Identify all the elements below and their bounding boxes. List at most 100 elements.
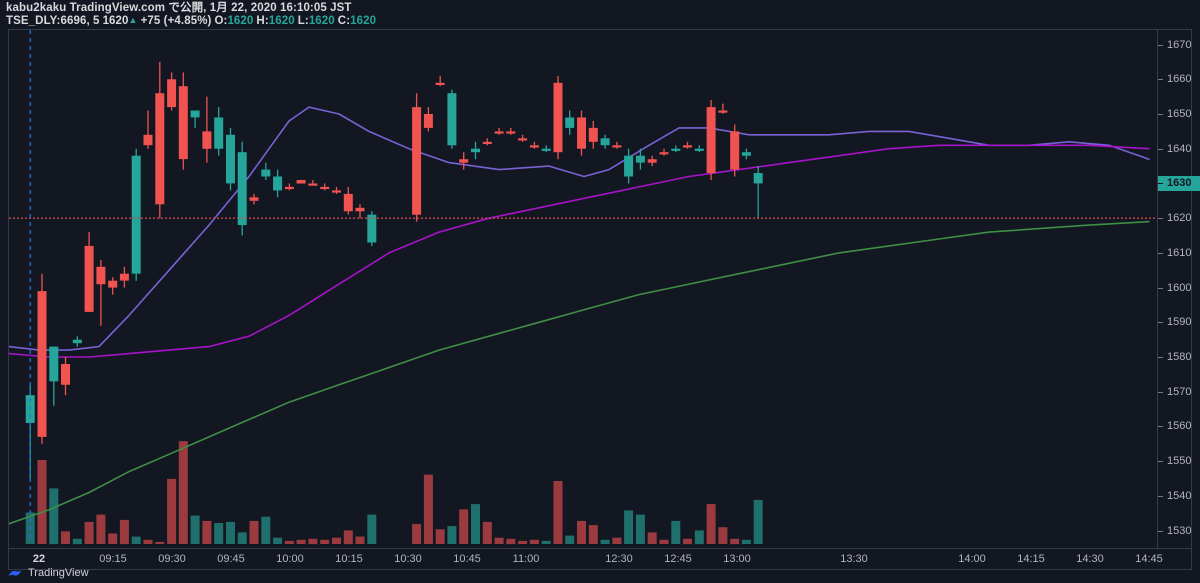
volume-bar	[249, 520, 259, 544]
open-label: O:	[214, 15, 228, 27]
symbol-quote-line: TSE_DLY:6696, 5 1620▲ +75 (+4.85%) O:1620 H:…	[6, 15, 1200, 28]
volume-bar	[577, 520, 586, 544]
candle-body	[600, 138, 610, 146]
volume-bar	[482, 521, 492, 544]
volume-bar	[190, 515, 200, 544]
volume-bar	[412, 524, 422, 544]
moving-average-line	[9, 220, 1150, 525]
volume-bar	[167, 478, 177, 544]
candle-body	[612, 145, 622, 148]
candle-body	[37, 291, 47, 437]
candle-body	[308, 183, 318, 186]
candle-body	[96, 266, 106, 285]
time-axis[interactable]: 22 09:15 09:30 09:45 10:00 10:15 10:30 10:45 11:…	[8, 549, 1192, 570]
last-price: 1620	[102, 15, 129, 27]
candle-body	[435, 82, 445, 85]
volume-bar	[308, 538, 318, 545]
volume-bar	[49, 488, 59, 545]
candle-body	[190, 110, 200, 118]
moving-average-line	[9, 106, 1150, 351]
up-arrow-icon: ▲	[128, 15, 138, 25]
chart-pane-border	[8, 29, 1192, 549]
volume-bar	[506, 538, 516, 545]
publish-info: kabu2kaku TradingView.com で公開, 1月 22, 20…	[6, 2, 352, 14]
volume-bar	[131, 536, 141, 544]
candle-body	[178, 86, 188, 160]
candle-body	[367, 214, 377, 243]
price-change: +75 (+4.85%)	[140, 15, 212, 27]
candle-body	[412, 107, 422, 215]
volume-bar	[261, 516, 271, 544]
candle-body	[553, 82, 563, 153]
volume-bar	[753, 499, 763, 544]
volume-bar	[214, 523, 224, 544]
time-axis-tick: 12:45	[664, 553, 692, 565]
candle-body	[753, 173, 763, 184]
volume-bar	[447, 526, 457, 544]
volume-bar	[683, 538, 692, 545]
low-label: L:	[297, 15, 309, 27]
high-value: 1620	[268, 15, 295, 27]
volume-bar	[96, 514, 106, 544]
candle-body	[108, 280, 118, 288]
candle-body	[273, 176, 283, 191]
candle-body	[518, 138, 528, 141]
volume-bar	[612, 537, 622, 544]
candle-body	[741, 152, 751, 156]
volume-bar	[37, 460, 47, 544]
tradingview-logo-icon	[8, 568, 23, 579]
time-axis-tick: 09:15	[99, 553, 127, 565]
volume-bar	[471, 504, 480, 544]
moving-average-line	[9, 144, 1150, 358]
candle-body	[226, 134, 235, 184]
candle-body	[706, 107, 716, 174]
volume-bar	[143, 539, 153, 544]
time-axis-tick: 13:00	[723, 553, 751, 565]
candle-body	[659, 152, 669, 155]
volume-bar	[518, 540, 528, 544]
volume-bar	[529, 539, 539, 544]
volume-bar	[659, 539, 669, 544]
volume-bar	[367, 514, 377, 544]
candle-body	[320, 186, 330, 190]
candle-body	[541, 148, 551, 151]
candle-body	[61, 364, 70, 385]
chart-plot-area[interactable]	[9, 30, 1156, 548]
high-label: H:	[256, 15, 269, 27]
volume-bar	[320, 539, 330, 544]
candle-body	[494, 131, 504, 134]
candle-body	[577, 117, 586, 149]
candle-body	[343, 193, 353, 212]
candle-body	[588, 127, 598, 142]
candle-body	[624, 155, 634, 177]
candle-body	[49, 346, 59, 382]
candle-body	[261, 169, 271, 177]
candle-body	[355, 207, 365, 212]
time-axis-tick: 14:15	[1017, 553, 1045, 565]
time-axis-tick: 14:45	[1135, 553, 1163, 565]
candle-body	[683, 145, 692, 148]
volume-bar	[718, 527, 728, 544]
volume-bar	[635, 514, 645, 544]
time-axis-tick: 14:30	[1076, 553, 1104, 565]
tradingview-logo-text: TradingView	[28, 567, 89, 579]
time-axis-tick: 13:30	[840, 553, 868, 565]
volume-bar	[108, 533, 118, 544]
price-series-canvas	[9, 30, 1156, 545]
time-axis-tick: 10:15	[335, 553, 363, 565]
close-value: 1620	[350, 15, 377, 27]
candle-body	[471, 148, 480, 153]
symbol-label[interactable]: TSE_DLY:6696, 5	[6, 15, 100, 27]
volume-bar	[624, 510, 634, 544]
volume-bar	[459, 509, 469, 544]
time-axis-tick: 22	[32, 553, 46, 565]
volume-bar	[730, 538, 740, 545]
candle-body	[167, 79, 177, 108]
time-axis-tick: 10:45	[453, 553, 481, 565]
volume-bar	[355, 536, 365, 544]
candle-body	[237, 152, 247, 226]
close-label: C:	[337, 15, 351, 27]
volume-bar	[284, 540, 294, 544]
price-axis[interactable]: 1670 1660 1650 1640 1630 1620 1610 1600 1590 1580…	[1157, 30, 1200, 548]
candle-body	[249, 197, 259, 201]
